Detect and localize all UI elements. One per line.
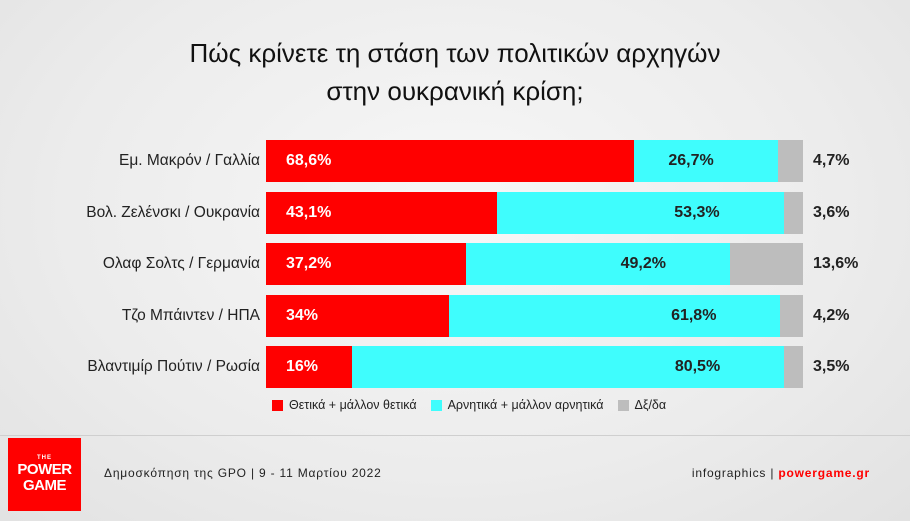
- bar-segment-pos: 16%: [266, 346, 352, 388]
- category-label: Βολ. Ζελένσκι / Ουκρανία: [86, 203, 260, 221]
- bar-segment-dk: [783, 191, 803, 234]
- legend-item-positive: Θετικά + μάλλον θετικά: [272, 398, 417, 412]
- bar-segment-dk: [784, 346, 803, 388]
- chart-title: Πώς κρίνετε τη στάση των πολιτικών αρχηγ…: [0, 34, 910, 110]
- data-label-pos: 16%: [286, 358, 319, 375]
- logo-text-the: THE: [37, 455, 52, 461]
- footer-credit: infographics | powergame.gr: [692, 466, 870, 480]
- data-label-dk: 3,5%: [813, 358, 850, 375]
- powergame-logo: THE POWER GAME: [8, 438, 81, 511]
- bar-segment-pos: 34%: [266, 294, 449, 337]
- category-label: Εμ. Μακρόν / Γαλλία: [118, 152, 260, 169]
- legend: Θετικά + μάλλον θετικά Αρνητικά + μάλλον…: [272, 398, 666, 412]
- data-label-pos: 37,2%: [286, 255, 332, 272]
- bar-segment-pos: 43,1%: [266, 191, 498, 234]
- footer-source: Δημοσκόπηση της GPO | 9 - 11 Μαρτίου 202…: [104, 466, 382, 480]
- data-label-dk: 13,6%: [813, 255, 859, 272]
- data-label-neg: 53,3%: [674, 203, 720, 221]
- legend-swatch-negative: [430, 399, 442, 411]
- bar-row: 34% 61,8%: [266, 294, 803, 337]
- legend-label-negative: Αρνητικά + μάλλον αρνητικά: [447, 398, 604, 412]
- data-label-pos: 34%: [286, 306, 319, 324]
- legend-item-negative: Αρνητικά + μάλλον αρνητικά: [430, 398, 604, 412]
- legend-label-dontknow: Δξ/δα: [634, 398, 667, 412]
- bar-row: 43,1% 53,3%: [266, 191, 803, 234]
- data-label-dk: 3,6%: [813, 203, 850, 221]
- bar-segment-neg: 26,7%: [634, 140, 778, 182]
- data-label-neg: 80,5%: [674, 358, 721, 375]
- legend-label-positive: Θετικά + μάλλον θετικά: [289, 398, 417, 412]
- bar-segment-dk: [780, 294, 803, 337]
- bar-segment-dk: [729, 243, 803, 285]
- bar-segment-neg: 80,5%: [351, 346, 785, 388]
- bar-segment-pos: 37,2%: [266, 243, 466, 285]
- chart-title-line-1: Πώς κρίνετε τη στάση των πολιτικών αρχηγ…: [189, 38, 721, 68]
- bar-row: 68,6% 26,7%: [266, 140, 803, 182]
- chart-title-line-2: στην ουκρανική κρίση;: [326, 76, 584, 106]
- legend-item-dontknow: Δξ/δα: [617, 398, 667, 412]
- category-label: Ολαφ Σολτς / Γερμανία: [102, 255, 260, 272]
- legend-swatch-dontknow: [617, 399, 629, 411]
- data-label-neg: 26,7%: [668, 152, 714, 169]
- logo-text-game: GAME: [23, 477, 67, 494]
- bar-segment-neg: 53,3%: [497, 191, 784, 234]
- bar-segment-pos: 68,6%: [266, 140, 635, 182]
- footer-credit-prefix: infographics |: [691, 466, 779, 480]
- data-label-pos: 43,1%: [286, 203, 332, 221]
- data-label-pos: 68,6%: [286, 152, 332, 169]
- legend-swatch-positive: [272, 399, 283, 411]
- category-label: Βλαντιμίρ Πούτιν / Ρωσία: [87, 358, 260, 375]
- bar-segment-neg: 49,2%: [465, 243, 730, 285]
- bar-row: 16% 80,5%: [266, 346, 803, 388]
- footer-divider: [0, 435, 910, 436]
- footer-credit-site[interactable]: powergame.gr: [778, 466, 870, 480]
- data-label-neg: 61,8%: [671, 306, 717, 324]
- category-label: Τζο Μπάιντεν / ΗΠΑ: [121, 306, 260, 324]
- bar-row: 37,2% 49,2%: [266, 243, 803, 285]
- data-label-dk: 4,7%: [813, 152, 850, 169]
- data-label-dk: 4,2%: [813, 306, 850, 324]
- bar-segment-dk: [777, 140, 803, 182]
- bar-segment-neg: 61,8%: [448, 294, 781, 337]
- data-label-neg: 49,2%: [620, 255, 666, 272]
- logo-text-power: POWER: [17, 461, 72, 478]
